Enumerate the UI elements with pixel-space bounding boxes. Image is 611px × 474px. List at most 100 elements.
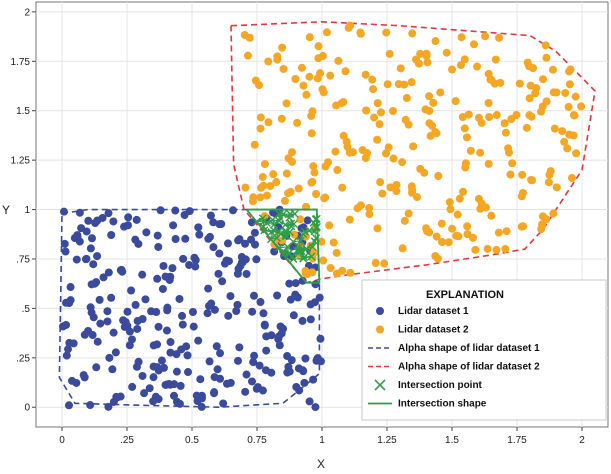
point-dataset-1	[197, 394, 206, 403]
point-dataset-2	[266, 181, 275, 190]
point-dataset-1	[195, 230, 204, 239]
point-dataset-1	[73, 232, 82, 241]
point-dataset-1	[109, 217, 118, 226]
point-dataset-1	[87, 234, 96, 243]
point-dataset-1	[286, 295, 295, 304]
point-dataset-1	[203, 309, 212, 318]
intersection-point	[301, 227, 310, 236]
point-dataset-2	[282, 99, 291, 108]
point-dataset-2	[460, 55, 469, 64]
intersection-point	[276, 230, 285, 238]
point-dataset-2	[501, 244, 510, 253]
point-dataset-1	[99, 273, 108, 282]
point-dataset-2	[568, 173, 577, 182]
point-dataset-2	[539, 75, 548, 84]
point-dataset-1	[223, 239, 232, 248]
point-dataset-2	[319, 256, 328, 265]
intersection-point	[287, 219, 296, 228]
point-dataset-1	[232, 307, 241, 316]
point-dataset-2	[345, 215, 354, 224]
point-dataset-2	[269, 170, 278, 179]
point-dataset-1	[62, 320, 71, 329]
point-dataset-1	[171, 235, 180, 244]
point-dataset-1	[303, 216, 312, 225]
point-dataset-2	[561, 88, 570, 97]
point-dataset-2	[508, 159, 517, 168]
point-dataset-1	[250, 228, 259, 237]
legend-marker-x	[374, 379, 386, 391]
point-dataset-2	[407, 78, 416, 87]
point-dataset-2	[380, 259, 389, 268]
point-dataset-2	[422, 49, 431, 58]
point-dataset-2	[280, 196, 289, 205]
point-dataset-1	[86, 244, 95, 253]
point-dataset-2	[484, 98, 493, 107]
point-dataset-2	[398, 158, 407, 167]
point-dataset-2	[571, 92, 580, 101]
legend-entry: Alpha shape of lidar dataset 2	[368, 362, 540, 373]
intersection-point	[268, 215, 277, 224]
point-dataset-2	[375, 120, 384, 129]
point-dataset-2	[392, 187, 401, 196]
point-dataset-2	[388, 107, 397, 116]
point-dataset-2	[297, 63, 306, 72]
point-dataset-2	[376, 178, 385, 187]
intersection-point	[307, 252, 316, 261]
point-dataset-1	[191, 262, 200, 271]
point-dataset-2	[463, 230, 472, 239]
point-dataset-1	[119, 316, 128, 325]
point-dataset-1	[249, 358, 258, 367]
y-tick-label: .75	[16, 254, 30, 265]
point-dataset-2	[485, 112, 494, 121]
point-dataset-2	[373, 135, 382, 144]
point-dataset-2	[446, 205, 455, 214]
intersection-edge	[279, 246, 288, 249]
point-dataset-1	[207, 299, 216, 308]
point-dataset-1	[261, 366, 270, 375]
point-dataset-2	[518, 170, 527, 179]
point-dataset-2	[494, 228, 503, 237]
point-dataset-2	[305, 72, 314, 81]
point-dataset-2	[307, 111, 316, 120]
x-tick-label: 1.75	[507, 435, 527, 446]
point-dataset-2	[502, 227, 511, 236]
point-dataset-2	[241, 183, 250, 192]
point-dataset-2	[473, 62, 482, 71]
point-dataset-2	[384, 143, 393, 152]
intersection-point	[275, 217, 284, 226]
point-dataset-2	[349, 148, 358, 157]
point-dataset-2	[463, 222, 472, 231]
point-dataset-1	[255, 361, 264, 370]
point-dataset-1	[233, 269, 242, 278]
point-dataset-1	[210, 389, 219, 398]
point-dataset-2	[452, 231, 461, 240]
point-dataset-2	[398, 244, 407, 253]
point-dataset-2	[549, 209, 558, 218]
point-dataset-1	[131, 300, 140, 309]
point-dataset-2	[437, 219, 446, 228]
point-dataset-1	[172, 397, 181, 406]
point-dataset-1	[306, 300, 315, 309]
point-dataset-1	[153, 274, 162, 283]
point-dataset-2	[373, 99, 382, 108]
point-dataset-2	[407, 182, 416, 191]
point-dataset-1	[205, 232, 214, 241]
point-dataset-1	[169, 391, 178, 400]
point-dataset-1	[88, 331, 97, 340]
point-dataset-1	[145, 384, 154, 393]
intersection-point	[282, 231, 291, 240]
point-dataset-1	[68, 376, 77, 385]
point-dataset-1	[209, 218, 218, 227]
point-dataset-1	[159, 261, 168, 270]
point-dataset-1	[213, 365, 222, 374]
point-dataset-2	[445, 198, 454, 207]
point-dataset-2	[477, 118, 486, 127]
point-dataset-1	[157, 356, 166, 365]
point-dataset-2	[389, 154, 398, 163]
y-axis-ticks: 0 .25 .5 .75 1 1.25 1.5 1.75 2	[11, 7, 36, 414]
point-dataset-1	[305, 397, 314, 406]
point-dataset-1	[64, 345, 73, 354]
point-dataset-1	[270, 247, 279, 256]
point-dataset-1	[159, 363, 168, 372]
point-dataset-2	[338, 266, 347, 275]
